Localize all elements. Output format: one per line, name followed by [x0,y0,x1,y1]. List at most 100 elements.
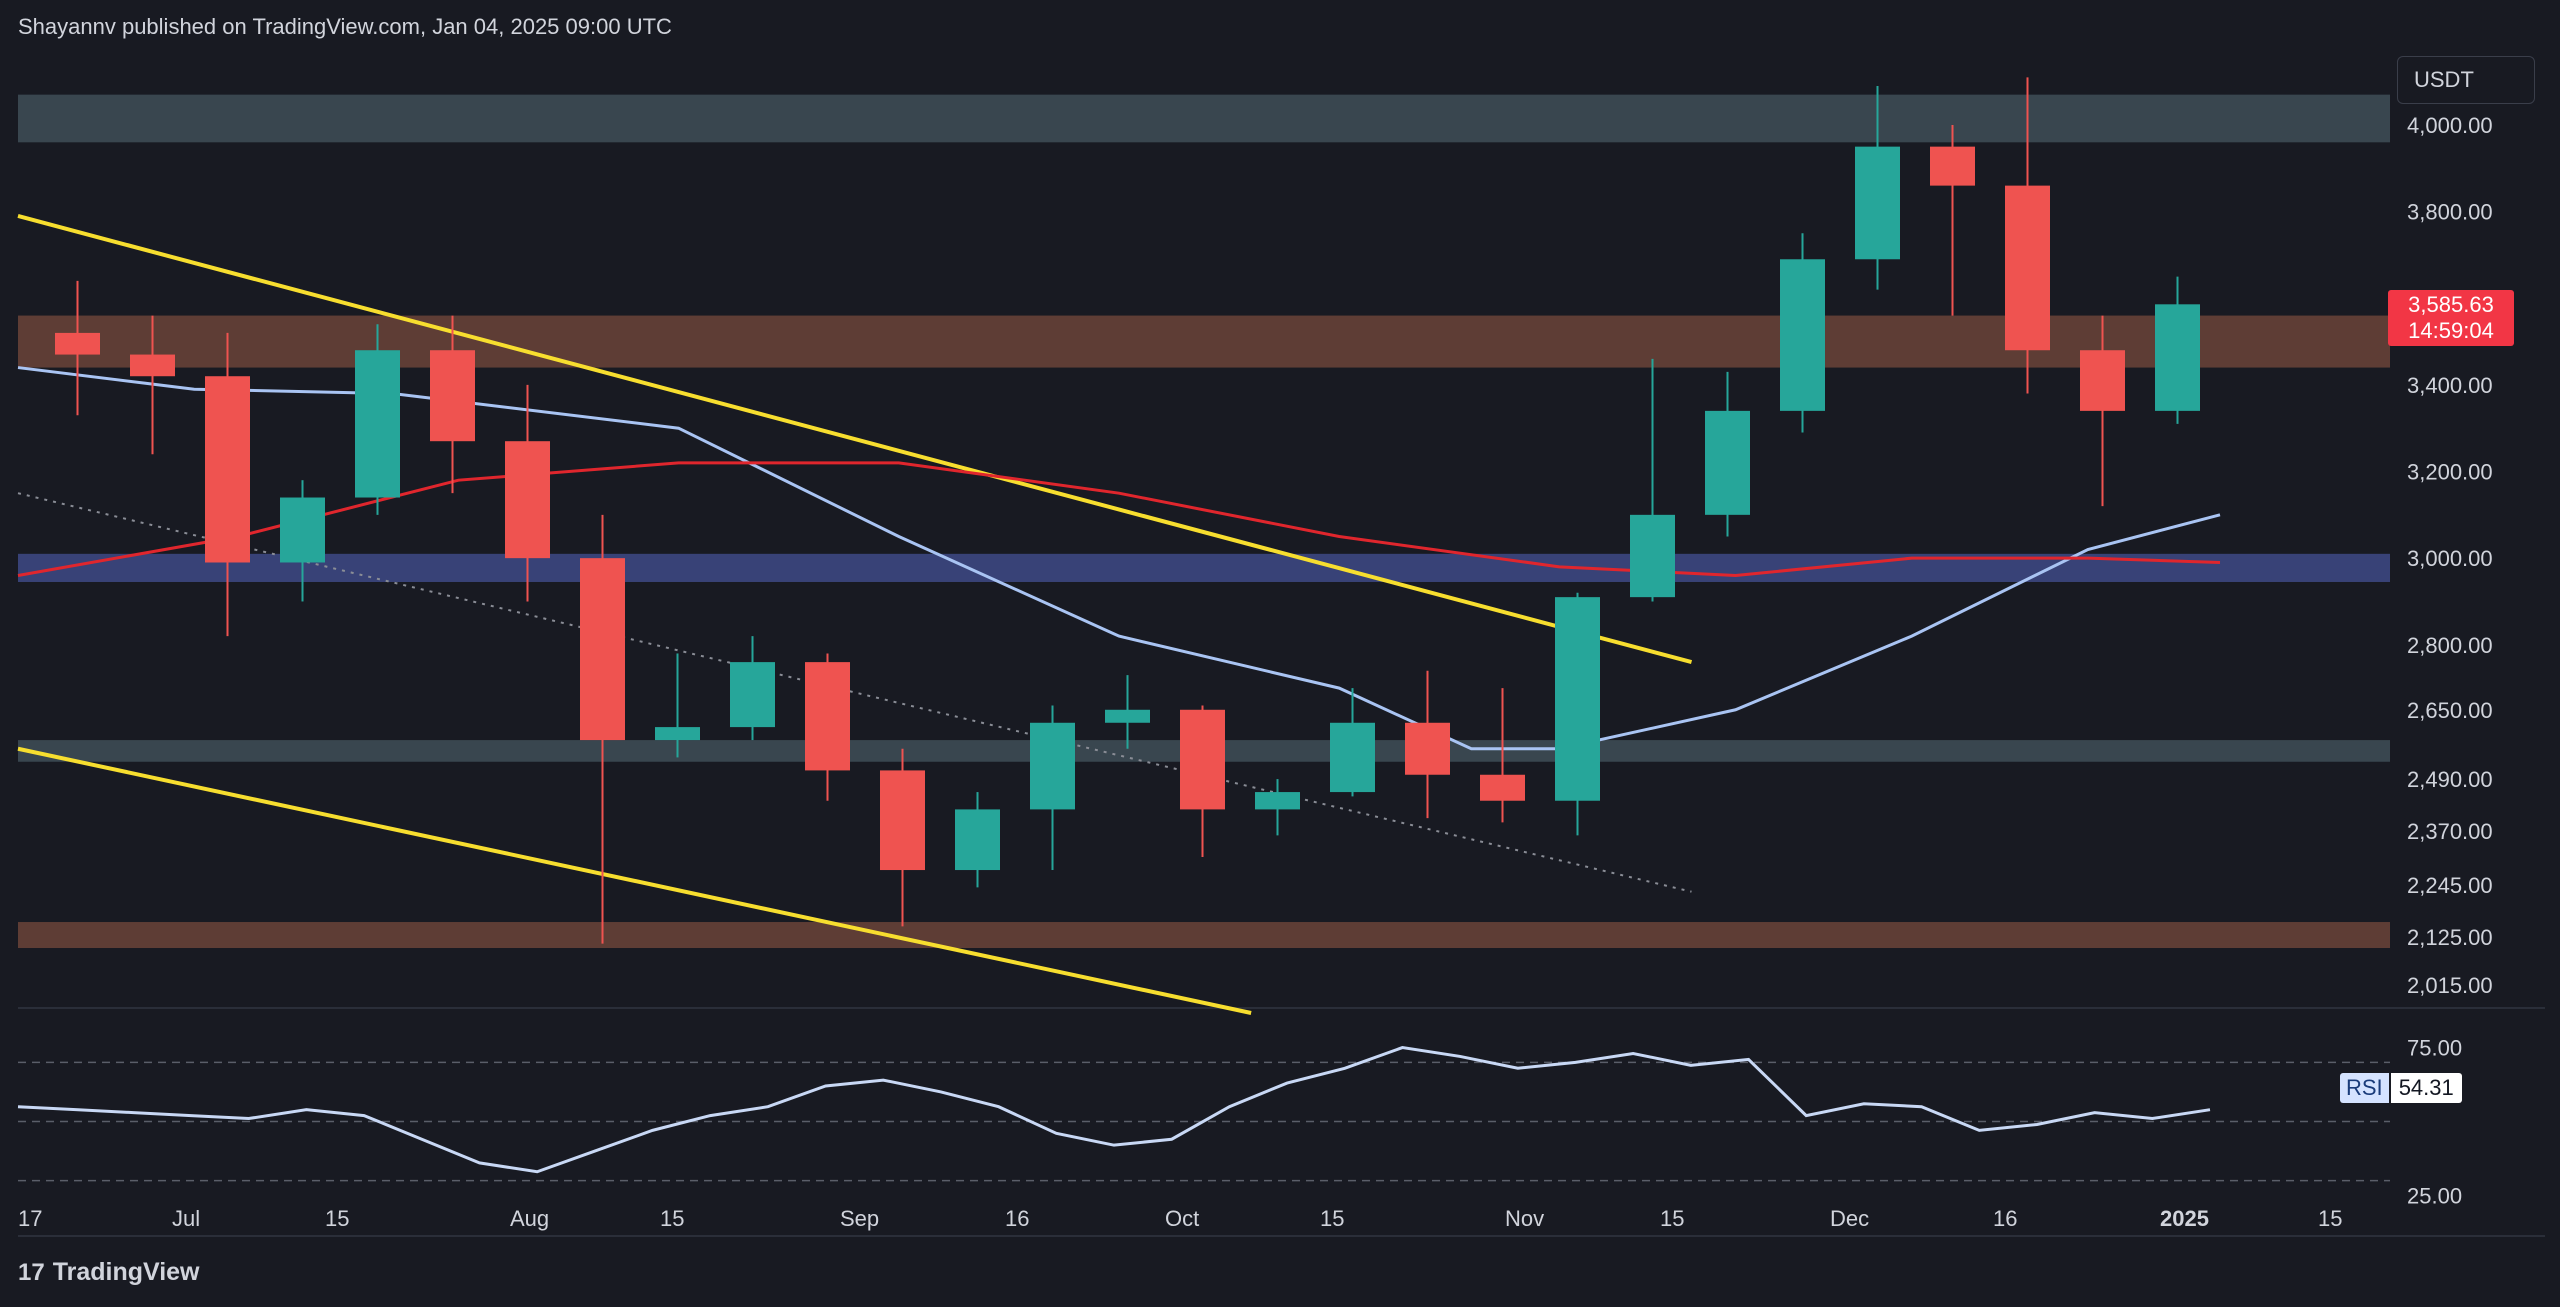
candle-body [955,809,1000,871]
price-tick-label: 3,000.00 [2407,546,2493,571]
price-tick-label: 2,245.00 [2407,873,2493,898]
candle [1855,85,1900,290]
time-tick-label: 17 [18,1206,42,1231]
time-tick-label: 15 [1660,1206,1684,1231]
time-tick-label: 15 [325,1206,349,1231]
chart-background [18,50,2545,1237]
candle [130,315,175,455]
candle-body [2155,304,2200,411]
zones-layer [18,94,2390,949]
candle [2155,276,2200,424]
currency-selector[interactable]: USDT [2397,56,2535,104]
last-price-badge: 3,585.63 14:59:04 [2388,290,2514,346]
time-tick-label: Aug [510,1206,549,1231]
candle [1705,371,1750,537]
candle [1480,688,1525,823]
candle-body [505,441,550,559]
time-tick-label: 15 [1320,1206,1344,1231]
moving-average-red [17,461,2221,577]
candle-body [1780,259,1825,411]
last-price-countdown: 14:59:04 [2408,318,2494,343]
candle-body [55,332,100,355]
candle-body [130,354,175,377]
candle [205,332,250,637]
time-tick-label: 2025 [2160,1206,2209,1231]
candle [1930,124,1975,316]
candle [55,280,100,416]
trendlines-layer [17,214,1693,1015]
time-tick-label: 15 [660,1206,684,1231]
candle-body [1105,709,1150,723]
price-tick-label: 3,400.00 [2407,373,2493,398]
tradingview-logo-icon: 17 [18,1258,45,1286]
candle [880,748,925,927]
candle-body [655,727,700,741]
candle-body [1930,146,1975,186]
rsi-pane [17,1046,2390,1182]
time-tick-label: Dec [1830,1206,1869,1231]
time-tick-label: 15 [2318,1206,2342,1231]
candle [805,653,850,801]
candle [1255,779,1300,836]
zone-resistance-1 [18,315,2390,368]
candle-body [1255,792,1300,810]
time-tick-label: 16 [1993,1206,2017,1231]
price-axis[interactable]: 4,000.00 3,800.00 3,400.00 3,200.00 3,000.00… [2407,113,2493,1208]
candle-body [1405,722,1450,775]
candle-body [1480,774,1525,801]
time-tick-label: 16 [1005,1206,1029,1231]
candle-body [580,558,625,741]
candle [355,324,400,515]
candle [1630,358,1675,602]
zone-demand-4 [18,922,2390,949]
candle-body [430,350,475,442]
candle-body [1180,709,1225,810]
footer-brand[interactable]: 17 TradingView [18,1258,200,1287]
price-tick-label: 2,015.00 [2407,973,2493,998]
price-tick-label: 2,490.00 [2407,767,2493,792]
candle [430,315,475,494]
rsi-line [17,1046,2211,1174]
candle [655,653,700,758]
price-tick-label: 2,650.00 [2407,698,2493,723]
rsi-label: RSI [2340,1073,2389,1103]
price-tick-label: 3,200.00 [2407,460,2493,485]
time-tick-label: Nov [1505,1206,1544,1231]
candle [1330,688,1375,797]
rsi-badge: RSI 54.31 [2340,1073,2462,1103]
candle-body [1030,722,1075,810]
candle-body [355,350,400,498]
candle [955,792,1000,888]
candle [1780,233,1825,433]
price-tick-label: 3,800.00 [2407,200,2493,225]
candle [1030,705,1075,871]
last-price-value: 3,585.63 [2408,292,2494,317]
candle [2005,77,2050,394]
candle-body [1855,146,1900,260]
candle [2080,315,2125,507]
rsi-tick-label: 25.00 [2407,1183,2462,1208]
candle-body [1555,597,1600,801]
trendline-0 [17,214,1693,665]
time-tick-label: Jul [172,1206,200,1231]
candle-body [1705,410,1750,515]
zone-supply-0 [18,94,2390,143]
candle-body [280,497,325,563]
price-tick-label: 2,800.00 [2407,633,2493,658]
candle [580,514,625,944]
candle-body [730,662,775,728]
time-axis[interactable]: 17 Jul 15 Aug 15 Sep 16 Oct 15 Nov 15 Dec 16 2025 15 [18,1206,2342,1231]
candle-body [880,770,925,871]
candle [1405,670,1450,819]
price-tick-label: 4,000.00 [2407,113,2493,138]
price-tick-label: 2,125.00 [2407,925,2493,950]
candle [505,384,550,602]
candles-layer [55,77,2200,944]
candle-body [2080,350,2125,411]
rsi-tick-label: 75.00 [2407,1036,2462,1061]
brand-name: TradingView [52,1258,200,1286]
time-tick-label: Oct [1165,1206,1199,1231]
time-tick-label: Sep [840,1206,879,1231]
